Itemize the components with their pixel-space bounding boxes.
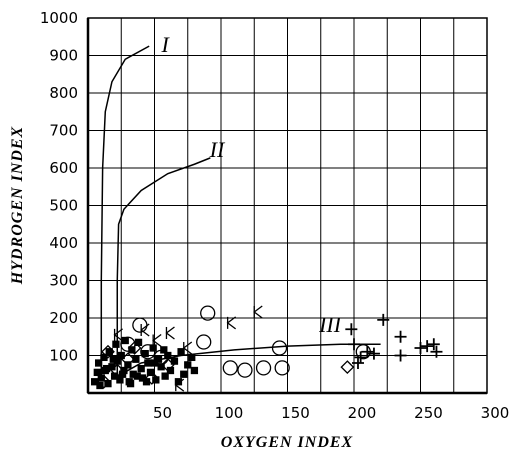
- dot-marker: [109, 355, 117, 363]
- plus-marker: [414, 342, 427, 354]
- diamond-marker: [340, 360, 355, 375]
- dot-marker: [137, 364, 145, 373]
- dot-marker: [124, 361, 132, 369]
- x-tick-label: 300: [481, 404, 510, 422]
- plus-marker: [351, 357, 364, 369]
- k-marker: [226, 316, 237, 330]
- dot-marker: [96, 381, 104, 390]
- dot-marker: [117, 351, 125, 360]
- curve: [116, 157, 211, 382]
- curve: [114, 343, 381, 379]
- dot-marker: [100, 353, 108, 362]
- dot-marker: [102, 364, 111, 373]
- circle-marker: [132, 317, 148, 333]
- dot-marker: [128, 346, 136, 354]
- plus-marker: [394, 330, 407, 343]
- dot-marker: [97, 374, 105, 382]
- y-tick-label: 800: [49, 84, 78, 102]
- dot-marker: [180, 370, 188, 378]
- x-tick-label: 250: [414, 404, 443, 422]
- y-tick-label: 300: [49, 272, 78, 290]
- dot-marker: [149, 344, 157, 352]
- dot-marker: [110, 372, 119, 380]
- x-tick-label: 200: [348, 404, 377, 422]
- plus-marker: [427, 338, 440, 351]
- plus-marker: [377, 313, 390, 326]
- k-marker: [253, 305, 263, 319]
- circle-marker: [237, 362, 253, 378]
- y-axis-label: HYDROGEN INDEX: [9, 126, 26, 285]
- dot-marker: [157, 363, 165, 371]
- dot-marker: [121, 336, 129, 345]
- dot-marker: [174, 378, 183, 386]
- dot-marker: [161, 372, 169, 380]
- circle-marker: [274, 360, 290, 376]
- curve-label: I: [160, 32, 170, 57]
- y-tick-label: 600: [49, 159, 78, 177]
- dot-marker: [105, 348, 113, 356]
- dot-marker: [142, 378, 151, 386]
- dot-marker: [126, 379, 135, 388]
- plus-marker: [394, 349, 407, 362]
- dot-marker: [93, 368, 101, 377]
- dot-marker: [184, 361, 192, 369]
- dot-marker: [188, 353, 196, 362]
- dot-marker: [152, 376, 160, 384]
- dot-marker: [146, 368, 155, 377]
- x-tick-label: 100: [215, 404, 244, 422]
- plus-marker: [361, 345, 374, 358]
- dot-marker: [112, 340, 120, 348]
- dot-marker: [144, 359, 152, 367]
- y-tick-label: 100: [49, 347, 78, 365]
- y-tick-label: 900: [49, 47, 78, 65]
- dot-marker: [132, 355, 140, 363]
- dot-marker: [177, 348, 185, 356]
- plus-marker: [430, 345, 443, 358]
- y-tick-label: 700: [49, 122, 78, 140]
- k-marker: [165, 326, 175, 340]
- dot-marker: [170, 357, 179, 365]
- dot-marker: [133, 372, 141, 380]
- dot-marker: [118, 370, 127, 378]
- curve: [100, 45, 150, 378]
- dot-marker: [164, 351, 172, 360]
- dot-marker: [166, 366, 175, 375]
- dot-marker: [154, 355, 163, 363]
- x-axis-label: OXYGEN INDEX: [221, 434, 353, 451]
- x-tick-label: 150: [281, 404, 310, 422]
- k-marker: [113, 328, 123, 342]
- dot-marker: [141, 349, 149, 358]
- circle-marker: [255, 360, 272, 376]
- circle-marker: [196, 334, 212, 350]
- dot-marker: [94, 359, 103, 367]
- k-marker: [140, 323, 150, 337]
- plus-marker: [421, 340, 434, 353]
- y-tick-label: 500: [49, 197, 78, 215]
- plus-marker: [348, 338, 360, 351]
- y-tick-label: 1000: [40, 9, 78, 27]
- y-tick-label: 200: [49, 309, 78, 327]
- dot-marker: [104, 379, 112, 388]
- circle-marker: [200, 305, 216, 321]
- dot-marker: [160, 346, 168, 354]
- curve-label: III: [318, 312, 343, 337]
- circle-marker: [355, 344, 371, 360]
- circle-marker: [140, 344, 156, 360]
- circle-marker: [222, 360, 238, 376]
- dot-marker: [190, 366, 199, 375]
- plus-marker: [354, 351, 367, 364]
- plus-marker: [345, 323, 358, 336]
- dot-marker: [91, 378, 99, 386]
- y-tick-label: 400: [49, 234, 78, 252]
- curve-label: II: [209, 137, 226, 162]
- dot-marker: [150, 359, 159, 367]
- dot-marker: [134, 338, 143, 347]
- circle-marker: [271, 340, 288, 356]
- x-tick-label: 50: [153, 404, 172, 422]
